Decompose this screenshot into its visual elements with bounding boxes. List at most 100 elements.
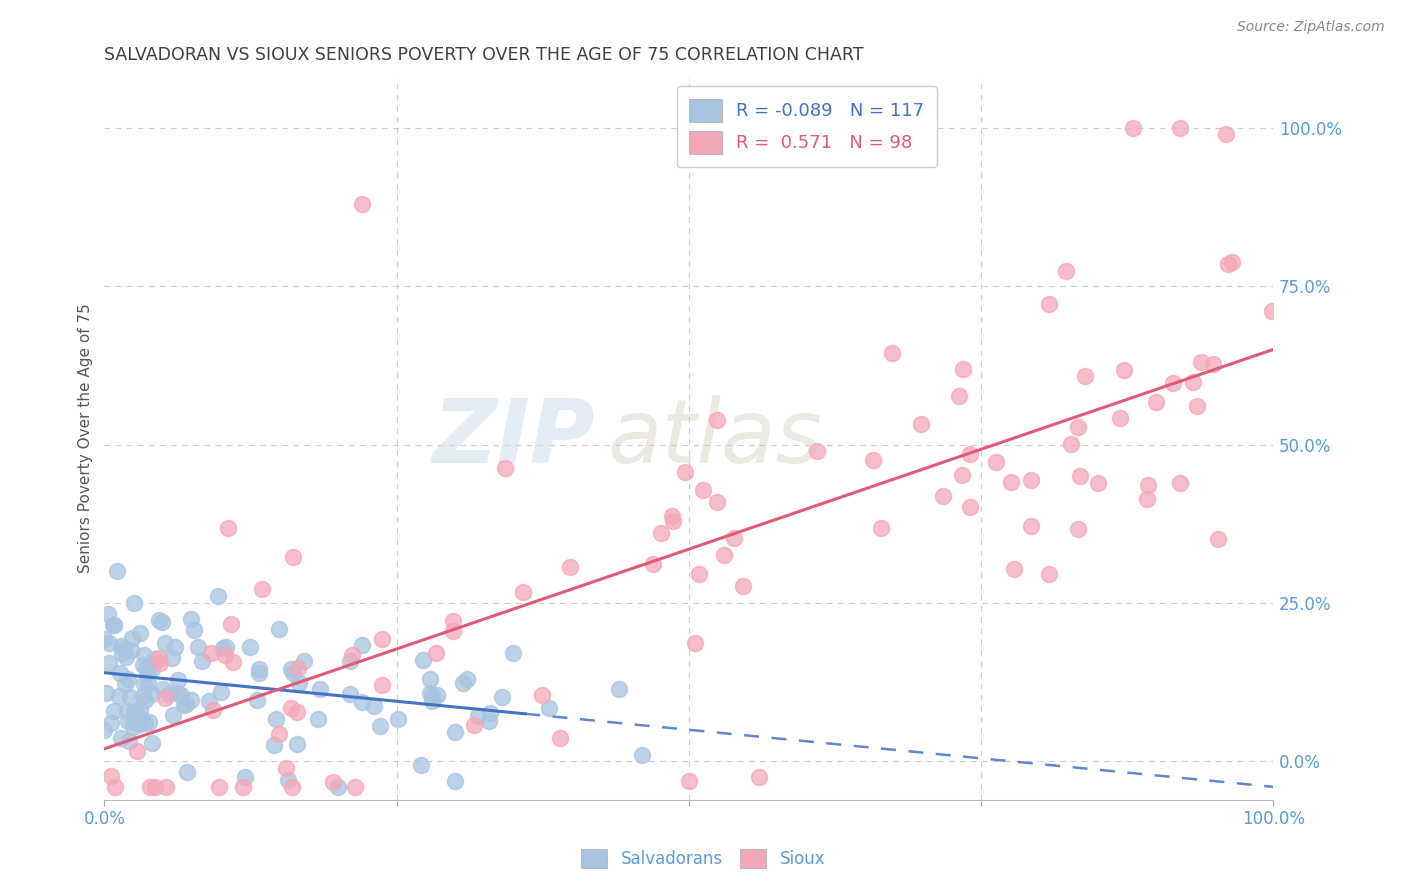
- Point: [1261, 304, 1284, 318]
- Point: [143, 780, 166, 794]
- Point: [217, 521, 239, 535]
- Point: [502, 646, 524, 660]
- Point: [1019, 473, 1042, 487]
- Point: [214, 648, 236, 662]
- Point: [277, 772, 299, 787]
- Point: [136, 666, 159, 681]
- Point: [139, 780, 162, 794]
- Point: [117, 734, 139, 748]
- Point: [910, 417, 932, 432]
- Point: [108, 689, 131, 703]
- Point: [104, 780, 127, 794]
- Point: [419, 672, 441, 686]
- Point: [1087, 475, 1109, 490]
- Point: [121, 631, 143, 645]
- Point: [650, 525, 672, 540]
- Point: [870, 521, 893, 535]
- Point: [141, 662, 163, 676]
- Point: [97, 656, 120, 670]
- Point: [530, 688, 553, 702]
- Point: [339, 653, 361, 667]
- Point: [208, 780, 231, 794]
- Point: [494, 460, 516, 475]
- Point: [287, 661, 309, 675]
- Point: [141, 736, 163, 750]
- Point: [1144, 395, 1167, 409]
- Point: [198, 693, 221, 707]
- Point: [93, 723, 115, 738]
- Point: [138, 714, 160, 729]
- Point: [108, 665, 131, 680]
- Text: SALVADORAN VS SIOUX SENIORS POVERTY OVER THE AGE OF 75 CORRELATION CHART: SALVADORAN VS SIOUX SENIORS POVERTY OVER…: [104, 46, 863, 64]
- Point: [150, 615, 173, 630]
- Point: [201, 703, 224, 717]
- Text: Source: ZipAtlas.com: Source: ZipAtlas.com: [1237, 20, 1385, 34]
- Point: [363, 699, 385, 714]
- Point: [692, 483, 714, 498]
- Point: [98, 636, 121, 650]
- Point: [132, 677, 155, 691]
- Point: [246, 693, 269, 707]
- Point: [148, 650, 170, 665]
- Text: atlas: atlas: [607, 395, 823, 481]
- Point: [131, 711, 153, 725]
- Point: [105, 564, 128, 578]
- Point: [117, 672, 139, 686]
- Point: [1122, 120, 1144, 135]
- Point: [134, 715, 156, 730]
- Point: [1206, 532, 1229, 546]
- Point: [148, 613, 170, 627]
- Point: [607, 682, 630, 697]
- Point: [250, 582, 273, 597]
- Text: ZIP: ZIP: [433, 394, 595, 482]
- Point: [322, 775, 344, 789]
- Point: [1161, 376, 1184, 390]
- Point: [94, 686, 117, 700]
- Point: [661, 514, 683, 528]
- Point: [127, 744, 149, 758]
- Point: [280, 662, 302, 676]
- Point: [986, 454, 1008, 468]
- Point: [153, 690, 176, 705]
- Point: [141, 687, 163, 701]
- Point: [1220, 255, 1243, 269]
- Point: [371, 632, 394, 646]
- Point: [118, 690, 141, 705]
- Point: [115, 649, 138, 664]
- Point: [281, 780, 304, 794]
- Point: [128, 716, 150, 731]
- Point: [285, 737, 308, 751]
- Point: [688, 567, 710, 582]
- Point: [166, 686, 188, 700]
- Point: [419, 686, 441, 700]
- Point: [110, 646, 132, 660]
- Point: [288, 675, 311, 690]
- Point: [1215, 127, 1237, 141]
- Point: [631, 747, 654, 762]
- Point: [370, 719, 392, 733]
- Point: [120, 642, 142, 657]
- Point: [103, 617, 125, 632]
- Point: [152, 681, 174, 696]
- Point: [339, 687, 361, 701]
- Point: [214, 640, 236, 655]
- Point: [1067, 420, 1090, 434]
- Point: [477, 714, 499, 728]
- Point: [1038, 566, 1060, 581]
- Point: [512, 584, 534, 599]
- Point: [425, 647, 447, 661]
- Point: [548, 731, 571, 746]
- Point: [136, 677, 159, 691]
- Point: [281, 550, 304, 565]
- Point: [959, 500, 981, 514]
- Point: [1056, 263, 1078, 277]
- Point: [128, 717, 150, 731]
- Point: [1168, 475, 1191, 490]
- Point: [441, 624, 464, 638]
- Point: [1002, 562, 1025, 576]
- Point: [174, 697, 197, 711]
- Point: [1112, 363, 1135, 377]
- Point: [451, 676, 474, 690]
- Point: [121, 720, 143, 734]
- Point: [145, 652, 167, 666]
